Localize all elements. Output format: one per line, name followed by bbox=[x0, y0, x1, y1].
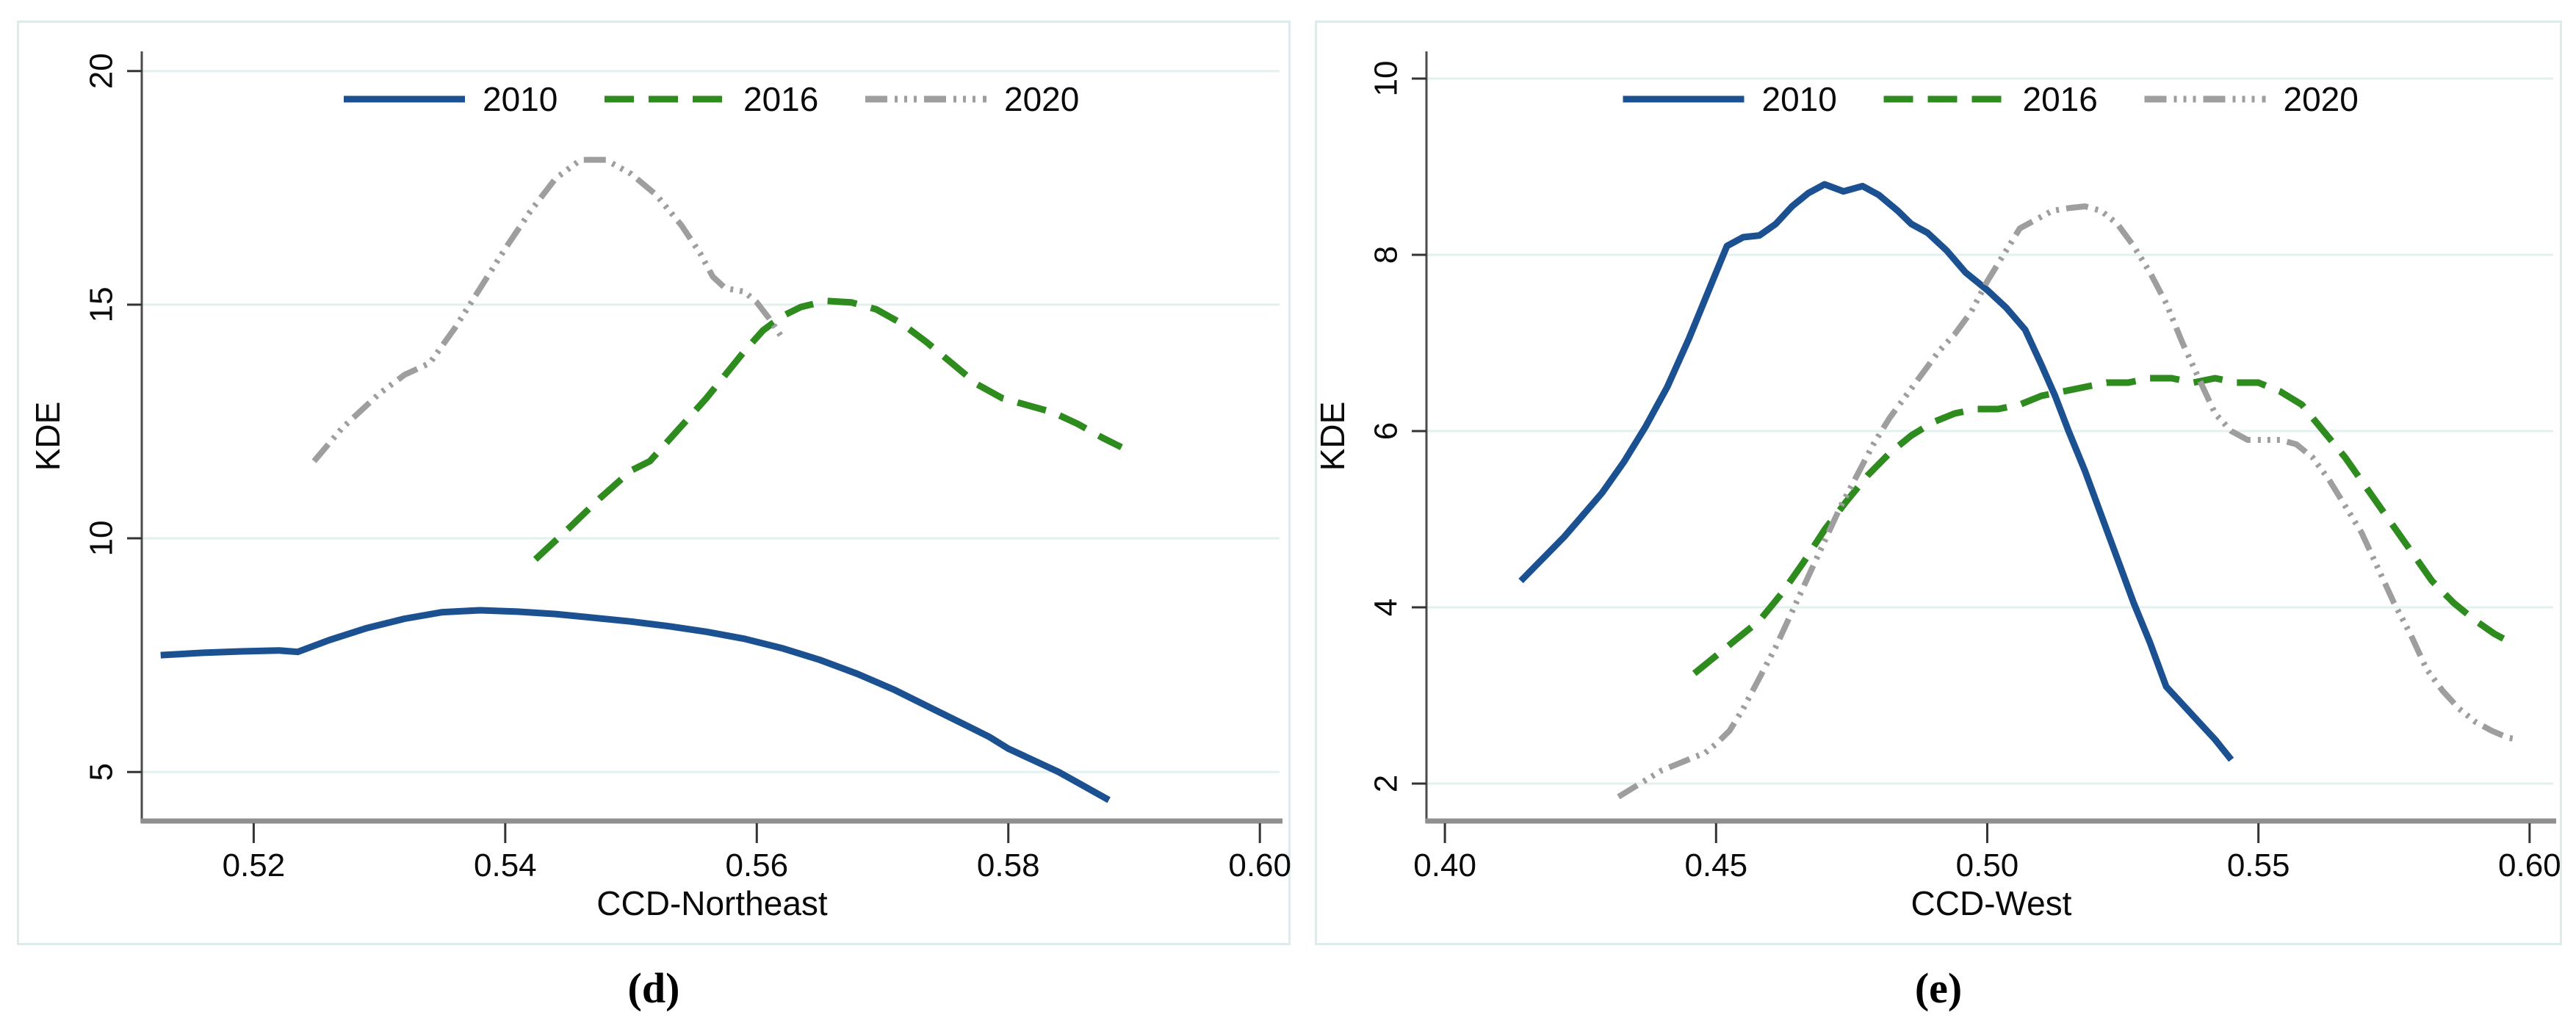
y-tick-label: 15 bbox=[84, 286, 120, 322]
panel-e-ccd-west: 2 4 6 8 10 0.40 0.45 0.50 0.55 0.60 CCD-West KDE 201… bbox=[1315, 21, 2562, 945]
x-tick-label: 0.60 bbox=[1228, 847, 1291, 883]
legend-label-2016: 2016 bbox=[2023, 80, 2098, 118]
y-tick-label: 20 bbox=[84, 53, 120, 89]
y-tick-label: 10 bbox=[84, 521, 120, 557]
x-tick-label: 0.60 bbox=[2498, 847, 2561, 883]
x-axis-title: CCD-Northeast bbox=[596, 884, 828, 922]
x-tick-label: 0.50 bbox=[1956, 847, 2019, 883]
series-2016-line bbox=[1692, 375, 2513, 676]
y-tick-label: 4 bbox=[1368, 599, 1404, 616]
series-2020-line bbox=[311, 156, 784, 463]
y-tick-label: 8 bbox=[1368, 246, 1404, 264]
x-axis-title: CCD-West bbox=[1911, 884, 2072, 922]
panel-d-ccd-northeast: 5 10 15 20 0.52 0.54 0.56 0.58 0.60 CCD-Northeast… bbox=[17, 21, 1291, 945]
x-tick-label: 0.45 bbox=[1684, 847, 1747, 883]
legend-label-2016: 2016 bbox=[743, 80, 818, 118]
series-2010-line bbox=[160, 607, 1111, 803]
legend-label-2010: 2010 bbox=[1762, 80, 1837, 118]
legend-label-2010: 2010 bbox=[483, 80, 558, 118]
y-tick-label: 5 bbox=[84, 763, 120, 781]
x-tick-label: 0.54 bbox=[474, 847, 537, 883]
y-axis-title: KDE bbox=[29, 402, 67, 471]
chart-ccd-northeast: 5 10 15 20 0.52 0.54 0.56 0.58 0.60 CCD-Northeast… bbox=[29, 51, 1291, 922]
y-tick-label: 10 bbox=[1368, 60, 1404, 96]
caption-d: (d) bbox=[627, 964, 680, 1012]
series-2016-line bbox=[533, 297, 1123, 562]
y-tick-label: 6 bbox=[1368, 422, 1404, 440]
legend-label-2020: 2020 bbox=[2284, 80, 2359, 118]
x-tick-label: 0.55 bbox=[2227, 847, 2290, 883]
x-tick-label: 0.52 bbox=[223, 847, 286, 883]
y-axis-title: KDE bbox=[1315, 402, 1352, 471]
x-tick-label: 0.40 bbox=[1413, 847, 1476, 883]
x-tick-label: 0.58 bbox=[977, 847, 1040, 883]
series-2010-line bbox=[1518, 181, 2234, 762]
chart-ccd-west: 2 4 6 8 10 0.40 0.45 0.50 0.55 0.60 CCD-West KDE 201… bbox=[1315, 51, 2561, 922]
y-tick-label: 2 bbox=[1368, 775, 1404, 792]
caption-e: (e) bbox=[1914, 964, 1963, 1012]
legend-label-2020: 2020 bbox=[1004, 80, 1079, 118]
series-2020-line bbox=[1617, 203, 2519, 800]
x-tick-label: 0.56 bbox=[725, 847, 788, 883]
